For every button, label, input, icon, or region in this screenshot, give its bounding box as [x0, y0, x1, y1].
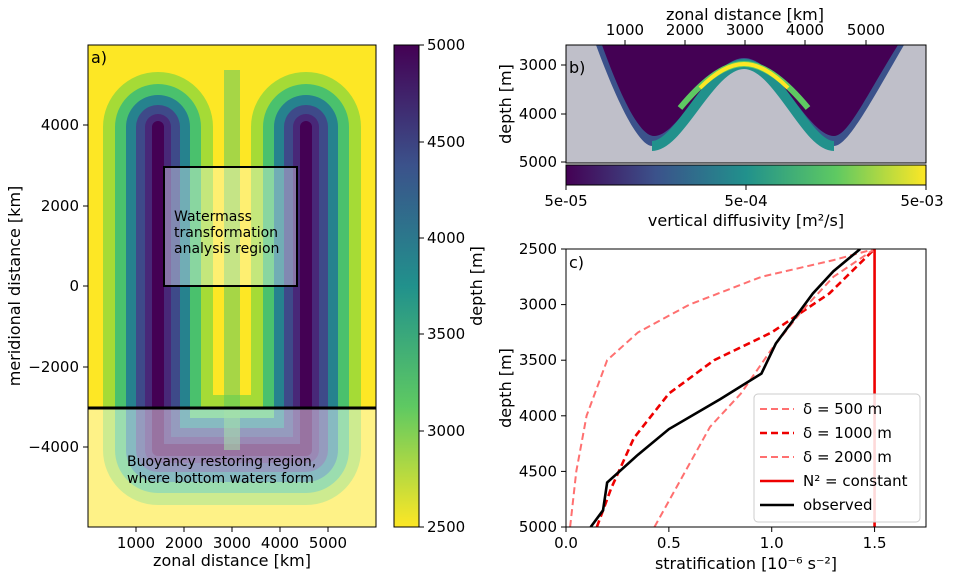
- colorbar-tick: 2500: [427, 518, 465, 536]
- panel-a-xlabel: zonal distance [km]: [153, 551, 311, 570]
- y-tick-label: 0: [69, 277, 79, 295]
- panel-c-y-ticks: 2500 3000 3500 4000 4500 5000: [519, 240, 566, 536]
- panel-b: b) 1000 2000 3000 4000 5000 zonal distan…: [496, 5, 944, 230]
- panel-a-y-ticks: 4000 2000 0 −2000 −4000: [28, 116, 88, 456]
- x-tick-label: 0.0: [554, 534, 578, 552]
- diffusivity-heatmap: [566, 45, 926, 163]
- panel-c-ylabel: depth [m]: [496, 348, 515, 428]
- panel-b-ylabel: depth [m]: [496, 64, 515, 144]
- y-tick-label: −4000: [28, 438, 79, 456]
- y-tick-label: 4000: [41, 116, 79, 134]
- panel-a: a) Watermass transformation analysis reg…: [5, 36, 486, 570]
- y-tick-label: 3000: [519, 296, 557, 314]
- bathymetry-heatmap: [88, 45, 376, 527]
- panel-b-x-ticks-top: 1000 2000 3000 4000 5000: [606, 21, 885, 45]
- panel-c-x-ticks: 0.0 0.5 1.0 1.5: [554, 527, 887, 552]
- legend: δ = 500 m δ = 1000 m δ = 2000 m N² = consta…: [753, 393, 921, 523]
- y-tick-label: 4500: [519, 462, 557, 480]
- colorbar-tick: 3000: [427, 422, 465, 440]
- colorbar-tick: 5000: [427, 36, 465, 54]
- x-tick-label: 2000: [165, 534, 203, 552]
- panel-a-label: a): [91, 48, 107, 67]
- x-tick-label: 0.5: [657, 534, 681, 552]
- stratification-lines: [569, 249, 876, 527]
- panel-b-xlabel: zonal distance [km]: [666, 5, 824, 24]
- diffusivity-colorbar-label: vertical diffusivity [m²/s]: [648, 211, 844, 230]
- panel-c: c) 0.0 0.5 1.0 1.5 2500 3000 3500 4000 4500 5000…: [496, 240, 927, 573]
- legend-label: δ = 1000 m: [803, 424, 892, 442]
- south-annotation-line1: Buoyancy restoring region,: [127, 454, 316, 470]
- x-tick-label: 3000: [213, 534, 251, 552]
- y-tick-label: 3500: [519, 351, 557, 369]
- x-tick-label: 5000: [309, 534, 347, 552]
- legend-label: δ = 500 m: [803, 400, 882, 418]
- panel-b-label: b): [569, 58, 585, 77]
- legend-label: N² = constant: [803, 472, 908, 490]
- y-tick-label: 2500: [519, 240, 557, 258]
- colorbar-tick: 5e-05: [544, 192, 587, 210]
- panel-c-label: c): [569, 253, 584, 272]
- diffusivity-colorbar: 5e-05 5e-04 5e-03 vertical diffusivity […: [544, 164, 944, 230]
- x-tick-label: 1.0: [760, 534, 784, 552]
- x-tick-label: 1.5: [863, 534, 887, 552]
- box-annotation-line2: transformation: [174, 225, 278, 241]
- y-tick-label: 4000: [519, 105, 557, 123]
- x-tick-label: 1000: [117, 534, 155, 552]
- analysis-region-box: [163, 166, 298, 287]
- series-line: [589, 249, 862, 527]
- colorbar-tick: 5e-04: [724, 192, 767, 210]
- colorbar-tick: 3500: [427, 325, 465, 343]
- panel-b-y-ticks: 3000 4000 5000: [519, 56, 566, 171]
- x-tick-label: 5000: [847, 21, 885, 39]
- restoring-region: [88, 408, 376, 527]
- y-tick-label: 2000: [41, 197, 79, 215]
- y-tick-label: 4000: [519, 407, 557, 425]
- panel-a-ylabel: meridional distance [km]: [5, 186, 24, 387]
- south-annotation-line2: where bottom waters form: [127, 471, 314, 487]
- x-tick-label: 2000: [666, 21, 704, 39]
- x-tick-label: 4000: [261, 534, 299, 552]
- depth-colorbar: 5000 4500 4000 3500 3000 2500 depth [m]: [393, 36, 486, 536]
- panel-c-xlabel: stratification [10⁻⁶ s⁻²]: [655, 554, 837, 573]
- y-tick-label: 5000: [519, 518, 557, 536]
- panel-a-x-ticks: 1000 2000 3000 4000 5000: [117, 527, 347, 552]
- x-tick-label: 1000: [606, 21, 644, 39]
- x-tick-label: 4000: [786, 21, 824, 39]
- box-annotation-line1: Watermass: [174, 209, 252, 225]
- colorbar-tick: 4500: [427, 133, 465, 151]
- box-annotation-line3: analysis region: [174, 241, 279, 257]
- x-tick-label: 3000: [726, 21, 764, 39]
- y-tick-label: 5000: [519, 153, 557, 171]
- series-line: [595, 249, 876, 527]
- colorbar-tick: 4000: [427, 229, 465, 247]
- series-line: [569, 249, 875, 527]
- colorbar-label: depth [m]: [467, 246, 486, 326]
- colorbar-tick: 5e-03: [900, 192, 943, 210]
- y-tick-label: −2000: [28, 358, 79, 376]
- y-tick-label: 3000: [519, 56, 557, 74]
- legend-label: δ = 2000 m: [803, 448, 892, 466]
- series-line: [653, 249, 876, 527]
- legend-label: observed: [803, 496, 873, 514]
